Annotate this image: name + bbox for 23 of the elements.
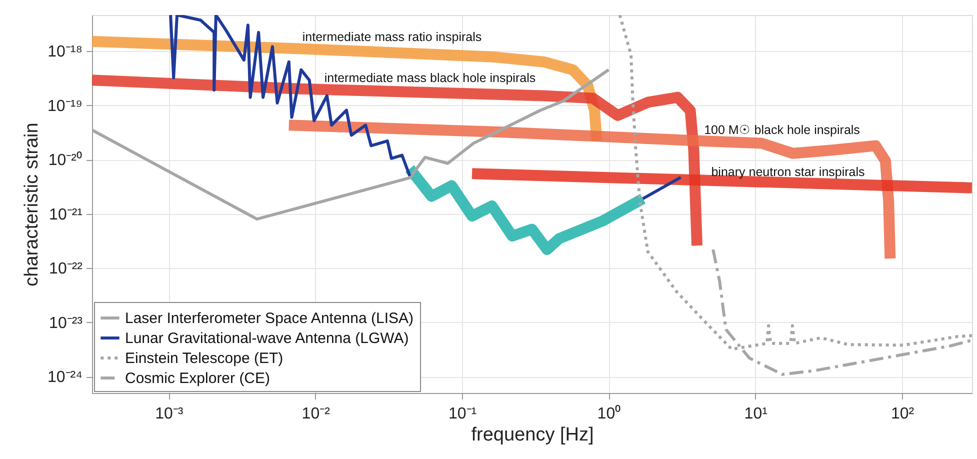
y-tick-label: 10⁻²⁰ [48,151,82,170]
x-tick-label: 10¹ [744,406,768,422]
x-axis-title: frequency [Hz] [471,424,594,446]
x-tick-label: 10⁻³ [155,406,184,422]
y-axis-title: characteristic strain [22,122,42,286]
legend-label: Laser Interferometer Space Antenna (LISA) [125,310,414,327]
legend-label: Einstein Telescope (ET) [125,350,284,367]
y-tick-label: 10⁻¹⁸ [48,43,82,60]
y-tick-label: 10⁻²¹ [49,206,82,224]
y-tick-label: 10⁻²⁴ [48,369,83,386]
legend-label: Cosmic Explorer (CE) [125,370,270,387]
annotation: binary neutron star inspirals [711,165,865,179]
y-tick-label: 10⁻²³ [49,314,84,332]
x-tick-label: 10² [890,406,915,422]
annotation: intermediate mass black hole inspirals [324,71,536,85]
x-tick-label: 10⁻¹ [448,406,477,422]
annotation: intermediate mass ratio inspirals [302,30,482,44]
x-tick-label: 10⁻² [302,406,331,422]
y-tick-label: 10⁻²² [49,260,84,278]
y-tick-label: 10⁻¹⁹ [48,98,82,115]
annotation: 100 M☉ black hole inspirals [704,123,860,137]
legend-label: Lunar Gravitational-wave Antenna (LGWA) [125,330,409,347]
x-tick-label: 10⁰ [597,404,622,422]
